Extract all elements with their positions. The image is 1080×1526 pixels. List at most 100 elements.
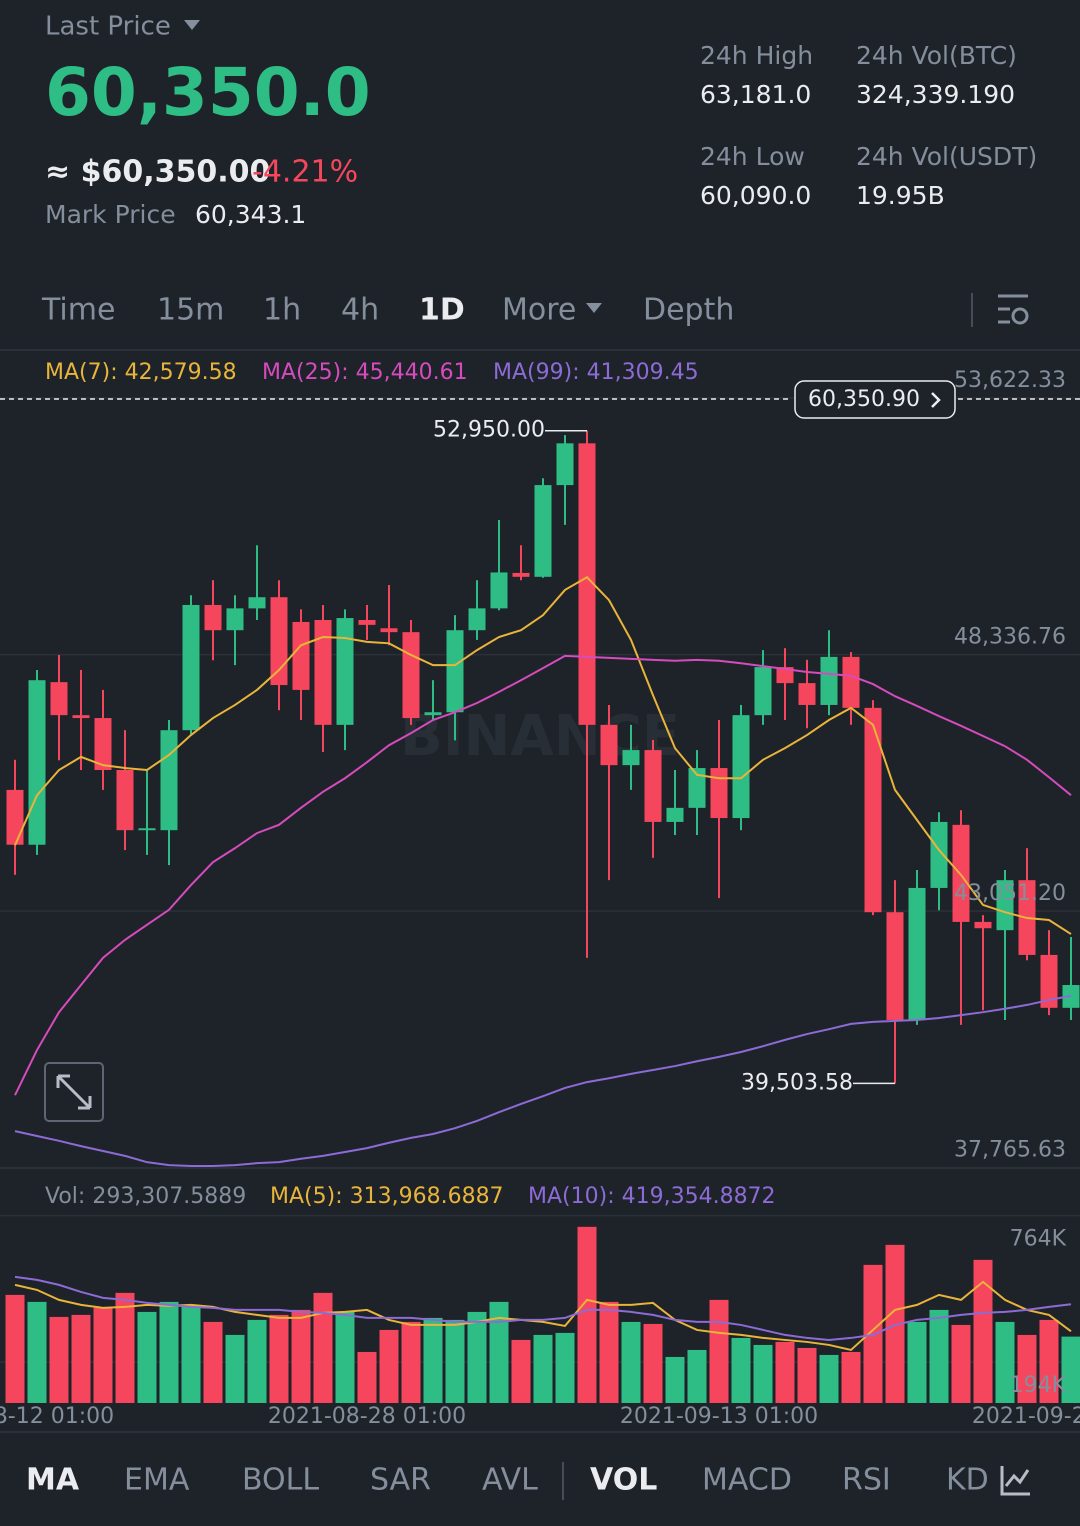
volume-bar [665,1356,685,1403]
indicator-tab[interactable]: MA [26,1463,80,1498]
candle-body [380,628,398,633]
ma-legend: MA(7): 42,579.58 [45,360,237,385]
volume-label: Vol: 293,307.5889 [45,1184,246,1209]
candle-body [996,880,1014,931]
candle-body [864,707,882,913]
volume-bar [995,1321,1015,1403]
last-price-tag-text[interactable]: 60,350.90 [808,387,920,412]
indicator-tab[interactable]: AVL [482,1463,538,1498]
overlay: 53,622.33 48,336.76 43,051.20 37,765.63 MA(7… [0,360,1080,1429]
candle-body [160,730,178,831]
stat-label: 24h Vol(BTC) [856,41,1017,70]
interval-tab[interactable]: More [502,293,576,328]
y-tick-label: 48,336.76 [954,625,1066,650]
volume-ma-legend: MA(10): 419,354.8872 [528,1184,776,1209]
mark-price-label: Mark Price [45,200,176,229]
last-price-label[interactable]: Last Price [45,12,171,42]
interval-tabs: Time 15m 1h 4h 1D More Depth [41,293,734,328]
volume-bar [709,1299,729,1403]
indicator-tab[interactable]: EMA [124,1463,190,1498]
volume-bar [423,1317,443,1403]
candle-body [116,769,134,831]
volume-bar [181,1304,201,1403]
indicator-tab[interactable]: BOLL [242,1463,319,1498]
volume-ma-legend: MA(5): 313,968.6887 [270,1184,504,1209]
stat-label: 24h High [700,41,813,70]
volume-bar [225,1334,245,1403]
candle-body [94,718,112,770]
volume-bar [115,1292,135,1403]
volume-bar [93,1307,113,1403]
volume-bar [797,1347,817,1403]
volume-bar [445,1319,465,1403]
interval-tab[interactable]: 1D [419,293,465,328]
volume-bar [269,1314,289,1403]
interval-tab[interactable]: 1h [263,293,301,328]
indicator-tab[interactable]: MACD [702,1463,792,1498]
candle-body [424,712,442,716]
candle-body [886,912,904,1020]
stat-value: 60,090.0 [700,181,811,210]
stats: 24h High 63,181.0 24h Vol(BTC) 324,339.190 2… [700,41,1037,210]
volume-bar [841,1351,861,1403]
candle-body [930,821,948,888]
candle-body [72,715,90,719]
y-tick-label: 53,622.33 [954,368,1066,393]
candle-body [622,750,640,766]
candle-body [776,667,794,684]
candle-body [270,597,288,686]
y-tick-label: 37,765.63 [954,1138,1066,1163]
volume-bar [929,1309,949,1403]
volume-bar [49,1316,69,1403]
candle-body [204,604,222,631]
candle-body [182,604,200,731]
expand-button[interactable] [44,1062,104,1122]
interval-tab[interactable]: Depth [643,293,734,328]
volume-bar [335,1311,355,1403]
volume-bar [1017,1334,1037,1403]
volume-bar [401,1321,421,1403]
volume-bar [621,1321,641,1403]
candle-body [292,621,310,690]
volume-bar [577,1226,597,1403]
last-price-tag[interactable] [794,380,956,419]
candle-body [820,656,838,705]
indicator-tab[interactable]: KD [946,1463,989,1498]
candle-body [754,667,772,716]
candle-body [842,656,860,708]
volume-chart [5,1226,1080,1403]
candle-body [644,750,662,822]
chart-icon[interactable] [1000,1466,1030,1496]
volume-bar [1039,1319,1059,1403]
volume-bar [5,1294,25,1403]
indicator-tab[interactable]: SAR [370,1463,431,1498]
candle-body [6,789,24,845]
candle-body [490,572,508,609]
indicator-tab[interactable]: RSI [842,1463,891,1498]
annotation: 39,503.58 [741,1070,853,1095]
indicator-tab[interactable]: VOL [590,1463,657,1498]
settings-icon[interactable] [998,294,1029,325]
interval-tab[interactable]: 4h [341,293,379,328]
volume-bar [467,1311,487,1403]
volume-ma-line [14,1275,1072,1341]
interval-tab[interactable]: 15m [157,293,224,328]
candle-body [688,768,706,808]
volume-bar [71,1314,91,1403]
candle-body [28,680,46,845]
chevron-icon[interactable] [931,392,941,408]
stat-value: 63,181.0 [700,80,811,109]
candle-body [358,620,376,625]
price-change: -4.21% [252,155,358,190]
volume-bar [819,1354,839,1403]
dropdown-icon[interactable] [184,20,200,30]
stat-value: 324,339.190 [856,80,1015,109]
volume-bar [731,1337,751,1403]
candle-body [556,443,574,486]
dropdown-icon[interactable] [586,303,602,313]
candle-body [226,608,244,631]
candle-body [908,887,926,1020]
interval-tab[interactable]: Time [41,293,115,328]
